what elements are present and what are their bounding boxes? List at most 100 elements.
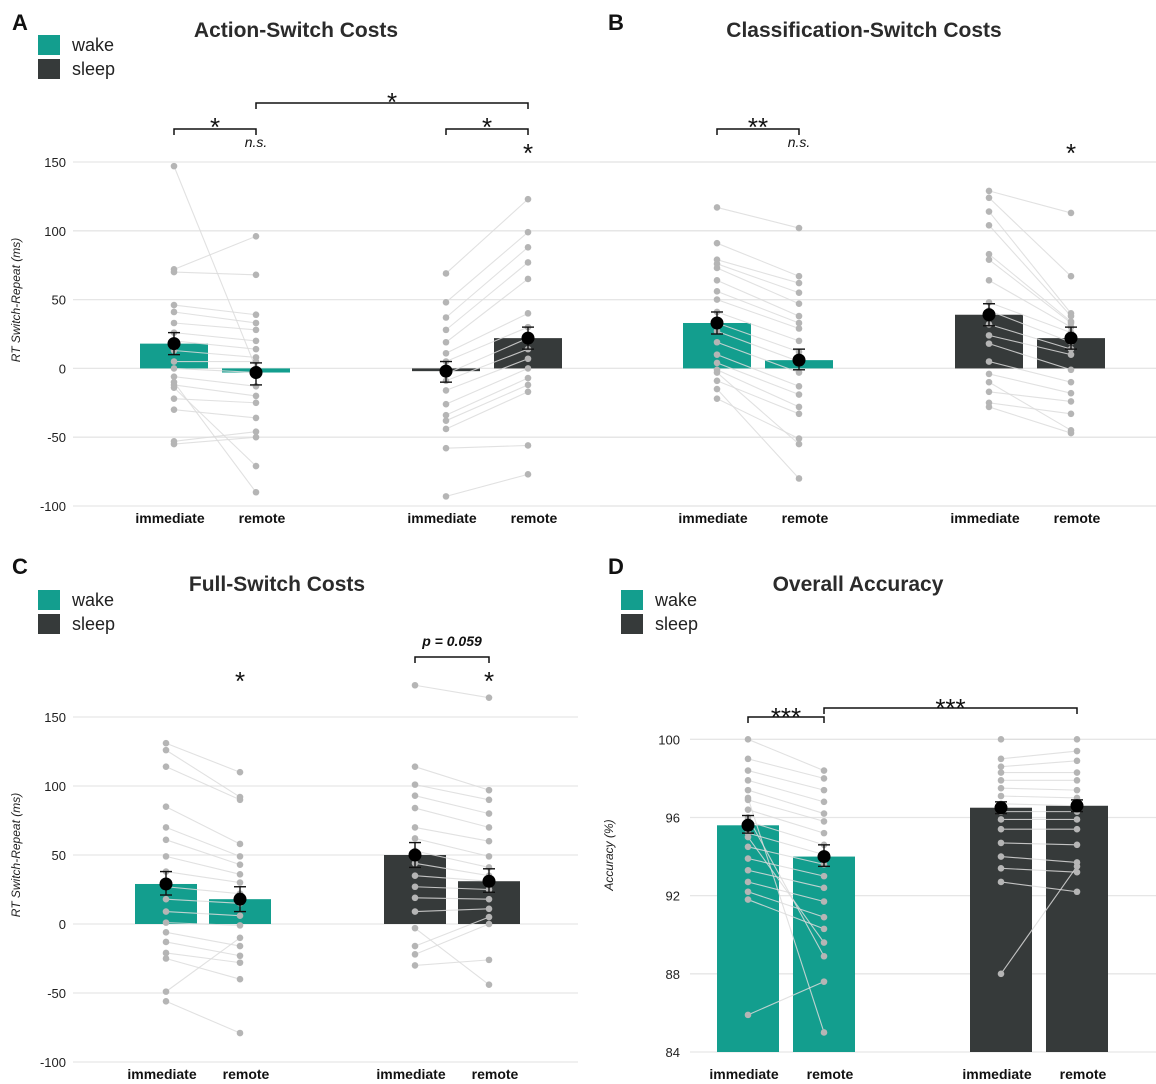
subject-point [795,325,803,332]
y-tick-label: -100 [40,499,66,514]
subject-pair-line [988,323,1072,350]
subject-point [236,853,244,860]
subject-point [524,374,532,382]
subject-point [997,792,1005,800]
subject-pair-line [1000,842,1078,846]
subject-point [795,319,803,327]
mean-point [439,364,453,378]
subject-point [442,493,450,500]
subject-point [170,162,178,170]
significance-label: * [482,112,492,142]
subject-point [713,204,721,211]
significance-bracket [414,656,490,663]
subject-point [524,442,532,449]
subject-pair-line [414,923,490,955]
subject-pair-line [1000,760,1078,768]
subject-point [485,786,493,794]
subject-point [795,410,803,418]
significance-label: * [1066,138,1076,168]
panel-a: A Action-Switch Costs wake sleep RT Switch-R… [9,10,1156,526]
subject-pair-line [445,198,529,274]
subject-point [985,378,993,386]
subject-point [795,337,803,345]
subject-point [820,818,828,825]
subject-point [524,195,532,203]
subject-point [411,962,419,969]
significance-label: * [484,666,494,696]
subject-point [1073,841,1081,849]
subject-point [1073,747,1081,755]
x-category-label: immediate [135,510,204,526]
subject-pair-line [988,259,1072,324]
subject-pair-line [716,279,800,317]
subject-point [795,312,803,320]
x-category-label: remote [807,1066,854,1082]
y-tick-label: -100 [40,1055,66,1070]
subject-point [485,895,493,903]
subject-pair-line [747,857,825,877]
subject-pair-line [988,253,1072,323]
subject-pair-line [173,235,257,270]
subject-pair-line [988,373,1072,394]
subject-pair-line [988,406,1072,434]
subject-point [795,279,803,287]
subject-pair-line [747,981,825,1016]
subject-pair-line [165,1000,241,1034]
mean-point [233,892,247,906]
subject-pair-line [173,304,257,316]
subject-point [744,833,752,841]
y-axis-label: Accuracy (%) [602,819,616,891]
subject-point [411,763,419,770]
subject-point [485,956,493,964]
subject-point [252,488,260,496]
subject-point [713,288,721,295]
subject-pair-line [716,290,800,324]
subject-point [820,767,828,774]
subject-pair-line [716,330,800,363]
significance-bracket [747,716,825,723]
subject-pair-line [716,372,800,445]
subject-point [485,796,493,804]
subject-pair-line [716,206,800,229]
subject-pair-line [988,190,1072,214]
subject-point [411,894,419,902]
subject-pair-line [716,242,800,277]
subject-pair-line [1000,867,1078,873]
subject-point [162,938,170,946]
subject-point [252,345,260,353]
subject-point [485,920,493,928]
subject-point [744,794,752,802]
subject-point [1067,389,1075,397]
subject-point [713,338,721,346]
y-tick-label: 100 [658,732,680,747]
subject-point [442,417,450,424]
subject-pair-line [173,311,257,324]
subject-pair-line [716,362,800,396]
subject-pair-line [747,738,825,772]
subject-pair-line [165,931,241,947]
subject-pair-line [414,927,490,986]
subject-point [442,411,450,419]
subject-pair-line [173,349,257,358]
subject-pair-line [165,839,241,866]
subject-point [985,332,993,339]
mean-point [159,877,173,891]
subject-point [744,755,752,763]
subject-point [524,471,532,478]
subject-point [252,319,260,327]
subject-point [985,358,993,365]
subject-pair-line [747,799,825,822]
mean-point [792,353,806,367]
subject-point [524,275,532,283]
subject-point [1067,366,1075,374]
subject-point [236,861,244,868]
subject-point [236,942,244,950]
group-sleep: immediate remote [407,195,562,526]
subject-point [485,837,493,845]
x-category-label: immediate [950,510,1019,526]
subject-point [442,326,450,334]
subject-point [713,296,721,303]
y-tick-label: 50 [52,848,66,863]
subject-pair-line [445,367,529,405]
y-tick-label: -50 [47,986,66,1001]
